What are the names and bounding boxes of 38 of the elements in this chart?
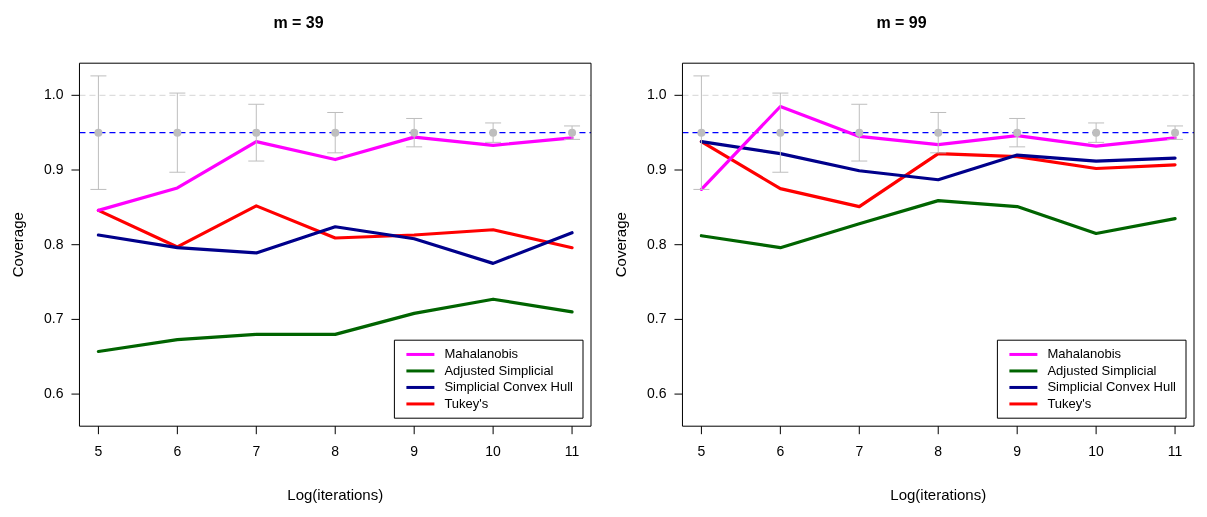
- y-tick-label: 0.8: [43, 235, 64, 252]
- legend-label: Simplicial Convex Hull: [444, 379, 574, 395]
- y-tick-label: 1.0: [43, 86, 64, 103]
- y-axis-title: Coverage: [9, 212, 27, 278]
- chart-title: m = 39: [273, 14, 324, 32]
- x-tick-label: 6: [173, 443, 182, 460]
- legend-label: Adjusted Simplicial: [1047, 362, 1157, 378]
- x-tick-label: 5: [697, 443, 706, 460]
- x-tick-label: 5: [94, 443, 103, 460]
- x-tick-label: 8: [331, 443, 340, 460]
- legend-label: Adjusted Simplicial: [444, 362, 554, 378]
- chart-title: m = 99: [876, 14, 927, 32]
- x-tick-label: 7: [252, 443, 261, 460]
- x-tick-label: 8: [934, 443, 943, 460]
- legend-label: Simplicial Convex Hull: [1047, 379, 1177, 395]
- x-tick-label: 11: [1167, 443, 1183, 460]
- legend-label: Tukey's: [1047, 395, 1092, 411]
- x-axis-title: Log(iterations): [890, 486, 987, 504]
- y-tick-label: 0.6: [646, 384, 667, 401]
- x-tick-label: 10: [485, 443, 502, 460]
- y-tick-label: 0.9: [646, 160, 667, 177]
- y-tick-label: 0.9: [43, 160, 64, 177]
- legend-label: Mahalanobis: [444, 346, 519, 362]
- legend-label: Tukey's: [444, 395, 489, 411]
- x-tick-label: 10: [1088, 443, 1105, 460]
- x-tick-label: 9: [1013, 443, 1022, 460]
- x-tick-label: 11: [564, 443, 580, 460]
- y-axis-title: Coverage: [612, 212, 630, 278]
- x-axis-title: Log(iterations): [287, 486, 384, 504]
- x-tick-label: 7: [855, 443, 864, 460]
- y-tick-label: 0.7: [43, 310, 64, 327]
- y-tick-label: 0.7: [646, 310, 667, 327]
- x-tick-label: 9: [410, 443, 419, 460]
- y-tick-label: 0.6: [43, 384, 64, 401]
- y-tick-label: 0.8: [646, 235, 667, 252]
- legend-label: Mahalanobis: [1047, 346, 1122, 362]
- x-tick-label: 6: [776, 443, 785, 460]
- y-tick-label: 1.0: [646, 86, 667, 103]
